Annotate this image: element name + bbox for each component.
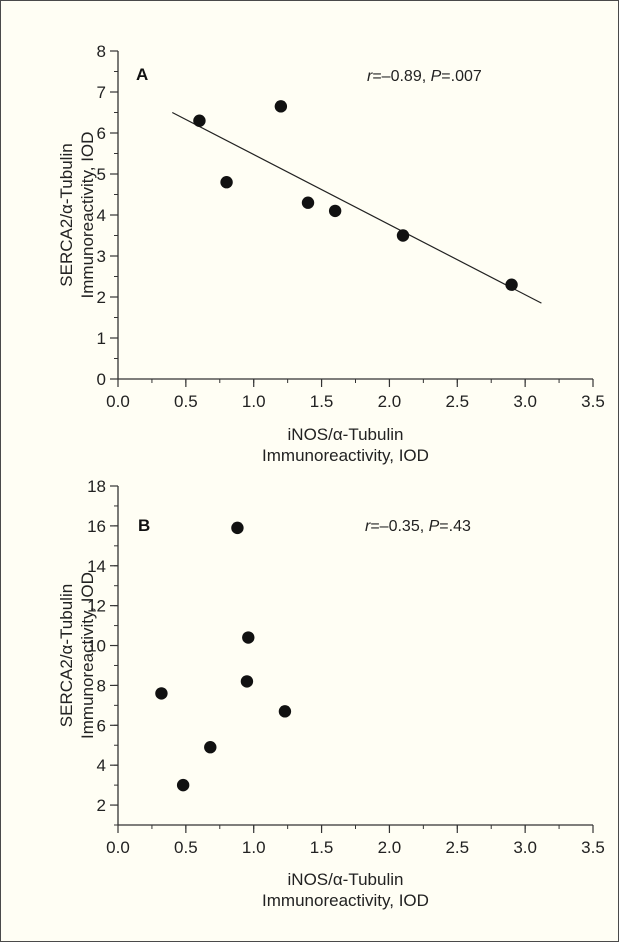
- y-tick-label: 1: [97, 329, 106, 348]
- stat-symbol: r: [367, 68, 373, 85]
- y-tick-label: 7: [97, 83, 106, 102]
- y-tick-label: 3: [97, 247, 106, 266]
- y-tick-label: 4: [97, 756, 106, 775]
- y-axis-title: SERCA2/α-Tubulin: [57, 143, 76, 286]
- panel-letter: A: [136, 65, 148, 84]
- data-point: [231, 521, 244, 535]
- stat-annotation: r=–0.89, P=.007: [367, 68, 482, 85]
- chart-panel-a: 0.0 0.5 1.0 1.5 2.0 2.5 3.0 3.5 0 1 2 3 4 5 6 7 8 iNOS/α-…: [57, 42, 605, 465]
- x-tick-label: 1.5: [310, 838, 334, 857]
- y-tick-label: 12: [87, 597, 106, 616]
- x-tick-label: 0.5: [174, 838, 198, 857]
- y-tick-label: 8: [97, 42, 106, 61]
- y-tick-label: 16: [87, 517, 106, 536]
- y-tick-label: 18: [87, 477, 106, 496]
- y-tick-label: 14: [87, 557, 106, 576]
- y-tick-label: 0: [97, 370, 106, 389]
- stat-symbol: P: [429, 518, 440, 535]
- x-tick-label: 1.0: [242, 392, 266, 411]
- y-tick-label: 5: [97, 165, 106, 184]
- data-point: [242, 631, 255, 644]
- x-axis-title: iNOS/α-Tubulin: [288, 870, 404, 889]
- x-axis-title: Immunoreactivity, IOD: [262, 446, 429, 465]
- regression-line: [172, 111, 542, 304]
- data-point: [220, 176, 233, 189]
- data-point: [274, 100, 288, 113]
- x-tick-label: 3.5: [581, 838, 605, 857]
- data-point: [396, 229, 410, 242]
- data-point: [193, 114, 206, 127]
- stat-value: =–0.35,: [370, 518, 428, 535]
- stat-value: =.43: [439, 518, 471, 535]
- y-tick-label: 10: [87, 637, 106, 656]
- x-axis-title: Immunoreactivity, IOD: [262, 891, 429, 910]
- y-tick-label: 4: [97, 206, 106, 225]
- y-tick-label: 6: [97, 124, 106, 143]
- stat-value: =.007: [441, 68, 482, 85]
- data-point: [155, 687, 168, 700]
- x-tick-label: 3.5: [581, 392, 605, 411]
- data-point: [204, 741, 217, 754]
- x-tick-label: 2.0: [378, 838, 402, 857]
- x-tick-label: 3.0: [513, 838, 537, 857]
- y-tick-label: 6: [97, 716, 106, 735]
- y-tick-label: 8: [97, 676, 106, 695]
- y-axis-title: SERCA2/α-Tubulin: [57, 584, 76, 727]
- data-point: [301, 196, 315, 209]
- data-point: [278, 705, 292, 718]
- y-axis-title: Immunoreactivity, IOD: [78, 132, 97, 299]
- x-tick-label: 2.5: [445, 838, 469, 857]
- x-tick-label: 1.0: [242, 838, 266, 857]
- data-point: [505, 278, 518, 291]
- x-tick-label: 2.0: [378, 392, 402, 411]
- data-point: [240, 675, 254, 688]
- x-tick-label: 2.5: [445, 392, 469, 411]
- x-axis-title: iNOS/α-Tubulin: [288, 425, 404, 444]
- x-tick-label: 0.0: [106, 838, 130, 857]
- y-axis-title: Immunoreactivity, IOD: [78, 572, 97, 739]
- x-tick-label: 1.5: [310, 392, 334, 411]
- x-tick-label: 0.5: [174, 392, 198, 411]
- data-point: [328, 204, 342, 218]
- y-tick-label: 2: [97, 288, 106, 307]
- chart-panel-b: 0.0 0.5 1.0 1.5 2.0 2.5 3.0 3.5 2 4 6 8 10 12 14 16 18 iN…: [57, 477, 605, 910]
- data-point: [176, 778, 190, 792]
- stat-annotation: r=–0.35, P=.43: [365, 518, 471, 535]
- panel-letter: B: [138, 516, 150, 535]
- y-tick-label: 2: [97, 796, 106, 815]
- stat-symbol: P: [431, 68, 442, 85]
- x-tick-label: 0.0: [106, 392, 130, 411]
- stat-symbol: r: [365, 518, 371, 535]
- x-tick-label: 3.0: [513, 392, 537, 411]
- stat-value: =–0.89,: [372, 68, 430, 85]
